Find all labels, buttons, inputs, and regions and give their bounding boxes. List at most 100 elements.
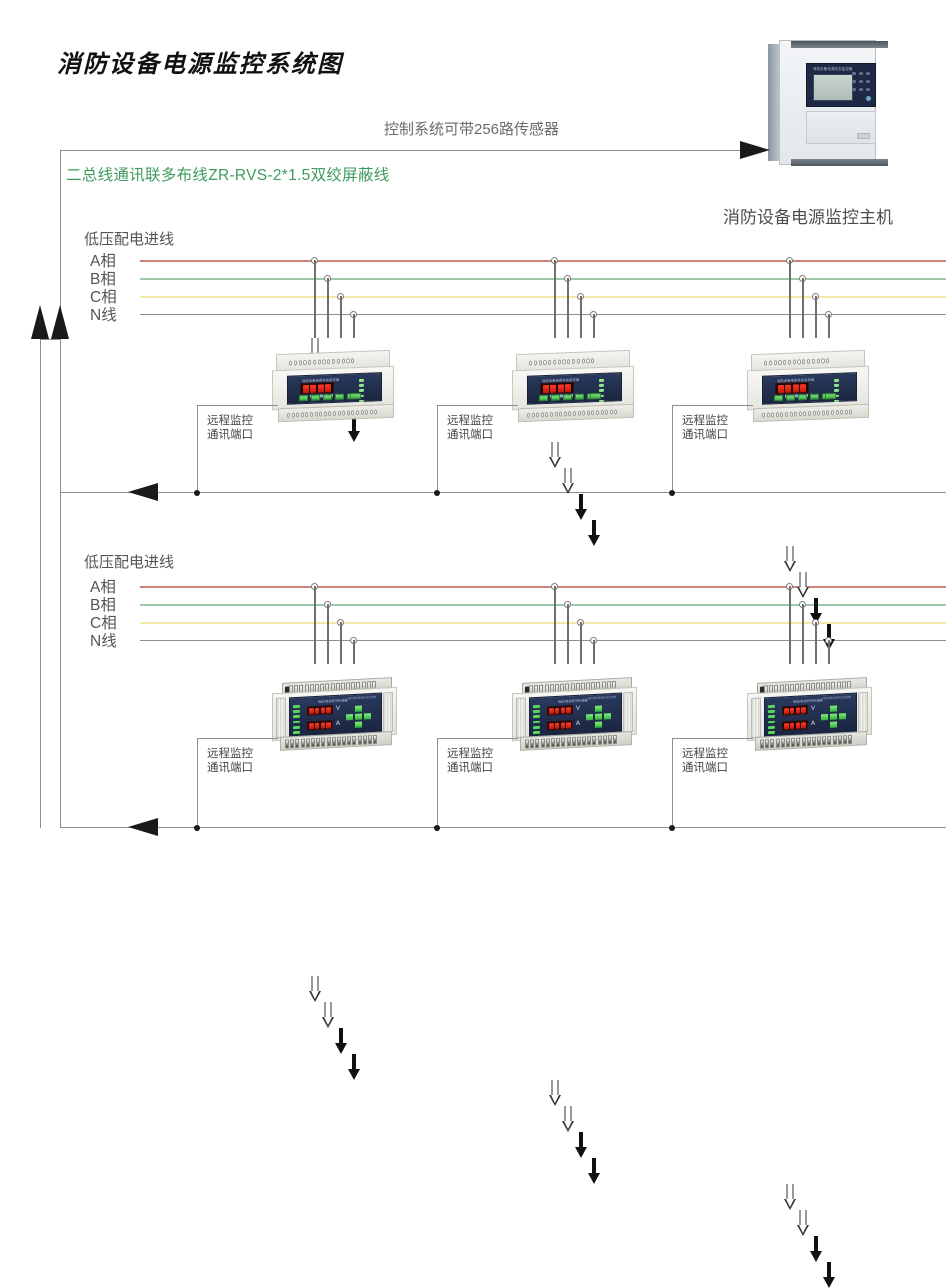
device-enter-button[interactable] [825,392,836,400]
device-button-row[interactable] [539,393,596,402]
device-voltage-unit: V [811,705,816,712]
device-navigation-keypad[interactable] [586,705,612,728]
arrow-stem [814,598,818,614]
feeder-upper-group-label: 低压配电进线 [84,231,175,248]
feeder-upper-drop-line-1-3 [593,314,595,338]
arrow-head [810,1251,822,1262]
arrow-head [588,535,600,546]
device-left-fins [276,697,286,739]
feeder-lower-drop-line-0-2 [340,622,342,664]
feeder-upper-sensor-device-0[interactable]: 消防设备电源状态监控器 [272,349,394,424]
feeder-lower-phase-c-label: C相 [90,615,117,632]
feeder-upper-drop-line-0-1 [327,278,329,338]
feeder-upper-port-bracket-top-1 [437,405,518,406]
device-current-unit: A [336,720,341,727]
feeder-upper-port-bracket-top-2 [672,405,753,406]
comm-cable-note: 二总线通讯联多布线ZR-RVS-2*1.5双绞屏蔽线 [66,167,390,184]
device-status-leds [599,378,604,405]
comm-bus-left-riser [60,150,61,828]
arrow-head [562,1121,574,1132]
feeder-upper-drop-line-2-3 [828,314,830,338]
device-current-display [782,720,808,731]
feeder-upper-drop-line-1-1 [567,278,569,338]
feeder-upper-phase-n-line [140,314,946,315]
device-status-leds [834,378,839,405]
device-base-terminal [278,403,394,423]
arrow-stem [827,1262,831,1278]
feeder-upper-bus-junction-1 [434,490,440,496]
arrow-stem [339,1028,343,1044]
feeder-upper-sensor-device-2[interactable]: 消防设备电源状态监控器 [747,349,869,424]
device-enter-button[interactable] [590,392,601,400]
device-panel-subtitle: 消防设备电源状态监控器 [587,695,616,701]
hollow-down-arrow-icon-2-1 [797,1210,809,1236]
device-right-fins [623,691,633,733]
arrow-head [784,1199,796,1210]
arrow-head [575,509,587,520]
arrow-stem [799,1210,807,1226]
bus-arrow-left-lower-icon [128,818,158,836]
device-base-vent-holes [527,409,618,418]
bus-arrow-right-icon [740,141,770,159]
device-navigation-keypad[interactable] [821,705,847,728]
cabinet-door[interactable] [806,111,876,144]
device-navigation-keypad[interactable] [346,705,372,728]
arrow-stem [352,416,356,432]
device-button-row[interactable] [774,393,831,402]
feeder-upper-phase-a-line [140,260,946,262]
cabinet-panel-title: 消防设备电源状态监控器 [813,67,853,71]
arrow-head [309,991,321,1002]
arrow-stem [799,572,807,588]
arrow-stem [352,1054,356,1070]
arrow-stem [324,1002,332,1018]
feeder-lower-group-label: 低压配电进线 [84,554,175,571]
device-base-screws [760,734,853,749]
feeder-lower-port-bracket-riser-2 [672,738,673,827]
arrow-head [562,483,574,494]
arrow-head [348,431,360,442]
feeder-upper-drop-line-1-0 [554,260,556,338]
feeder-upper-drop-line-0-2 [340,296,342,338]
arrow-head [797,587,809,598]
feeder-lower-phase-n-label: N线 [90,633,117,650]
device-button-row[interactable] [299,393,356,402]
arrow-head [335,1043,347,1054]
device-led-display [300,381,334,395]
feeder-lower-bus-junction-0 [194,825,200,831]
feeder-upper-port-bracket-riser-2 [672,405,673,492]
feeder-lower-port-bracket-top-0 [197,738,278,739]
feeder-upper-port-label-0: 远程监控 通讯端口 [207,415,253,441]
feeder-upper-drop-line-2-1 [802,278,804,338]
arrow-stem [592,1158,596,1174]
feeder-lower-phase-b-label: B相 [90,597,116,614]
solid-down-arrow-icon-2-2 [810,598,822,624]
device-current-display [547,720,573,731]
feeder-upper-phase-c-line [140,296,946,298]
feeder-upper-port-bracket-riser-1 [437,405,438,492]
device-panel-title: 电压/电流信号传感器 [793,698,823,704]
device-front-panel: 消防设备电源状态监控器 [287,372,382,405]
feeder-lower-port-bracket-riser-0 [197,738,198,827]
feeder-upper-sensor-device-1[interactable]: 消防设备电源状态监控器 [512,349,634,424]
feeder-lower-sensor-device-2[interactable]: 电压/电流信号传感器 消防设备电源状态监控器 V A [747,677,872,758]
cabinet-side-button[interactable] [866,96,871,101]
device-front-panel: 电压/电流信号传感器 消防设备电源状态监控器 V A [529,692,622,745]
arrow-stem [564,1106,572,1122]
feeder-lower-sensor-device-1[interactable]: 电压/电流信号传感器 消防设备电源状态监控器 V A [512,677,637,758]
cabinet-bottom-trim [791,159,888,166]
feeder-upper-drop-line-2-2 [815,296,817,338]
arrow-head [549,1095,561,1106]
device-enter-button[interactable] [350,392,361,400]
device-voltage-display [307,705,333,716]
device-base-screws [285,734,378,749]
feeder-upper-port-label-1: 远程监控 通讯端口 [447,415,493,441]
device-front-panel: 消防设备电源状态监控器 [527,372,622,405]
device-front-panel: 消防设备电源状态监控器 [762,372,857,405]
device-vent-holes [764,358,830,366]
feeder-lower-drop-line-0-1 [327,604,329,664]
feeder-lower-drop-line-2-2 [815,622,817,664]
device-current-unit: A [811,720,816,727]
feeder-lower-sensor-device-0[interactable]: 电压/电流信号传感器 消防设备电源状态监控器 V A [272,677,397,758]
arrow-stem [311,338,319,354]
cabinet-control-panel: 消防设备电源状态监控器 [806,63,876,122]
